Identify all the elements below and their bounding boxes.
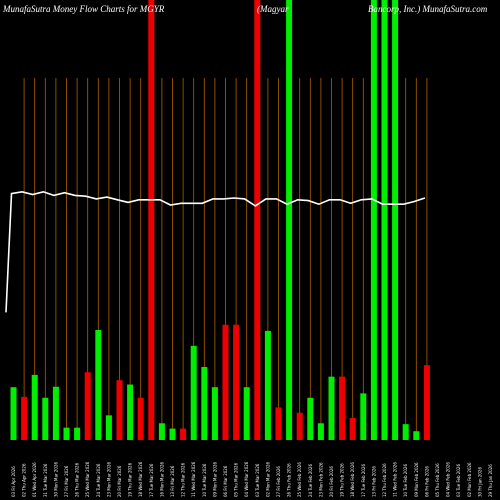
x-tick-label: 10 Tue Mar 2026 [202, 463, 207, 497]
x-tick-label: 24 Tue Feb 2026 [308, 464, 313, 497]
bar [10, 387, 17, 440]
bar [349, 418, 356, 440]
x-tick-label: 10 Tue Feb 2026 [403, 464, 408, 497]
bar [31, 374, 38, 440]
x-tick-label: 02 Thu Apr 2026 [22, 463, 27, 497]
x-tick-label: 11 Wed Mar 2026 [191, 461, 196, 497]
x-tick-label: 03 Fri Apr 2026 [11, 466, 16, 497]
bar [402, 424, 409, 440]
x-tick-label: 01 Wed Apr 2026 [32, 462, 37, 497]
bar [116, 380, 123, 440]
bar [95, 330, 102, 440]
bar [286, 0, 293, 440]
x-tick-label: 27 Fri Mar 2026 [64, 465, 69, 497]
x-tick-label: 13 Fri Feb 2026 [371, 466, 376, 497]
bar [339, 376, 346, 440]
x-tick-label: 31 Tue Mar 2026 [43, 463, 48, 497]
bar [42, 397, 49, 440]
chart-title-middle: (Magyar [257, 4, 289, 14]
bar [423, 365, 430, 440]
x-tick-label: 02 Mon Feb 2026 [467, 462, 472, 497]
bar [158, 423, 165, 440]
bar [105, 415, 112, 440]
bar [127, 384, 134, 440]
x-tick-label: 09 Mon Feb 2026 [414, 462, 419, 497]
x-tick-label: 20 Fri Feb 2026 [329, 466, 334, 497]
x-tick-label: 18 Wed Mar 2026 [138, 461, 143, 497]
bar [360, 393, 367, 440]
bar [264, 330, 271, 440]
bar [180, 428, 187, 440]
x-tick-label: 17 Tue Mar 2026 [149, 463, 154, 497]
bar [137, 397, 144, 440]
bar [201, 366, 208, 440]
x-tick-label: 16 Mon Mar 2026 [159, 461, 164, 497]
x-tick-label: 04 Wed Mar 2026 [244, 461, 249, 497]
bar [328, 376, 335, 440]
x-tick-label: 25 Wed Mar 2026 [85, 461, 90, 497]
bar [190, 345, 197, 440]
bar [275, 407, 282, 440]
bar [243, 387, 250, 440]
x-tick-label: 12 Thu Mar 2026 [181, 462, 186, 497]
x-tick-label: 17 Tue Feb 2026 [361, 464, 366, 497]
x-tick-label: 09 Mon Mar 2026 [212, 461, 217, 497]
x-tick-label: 06 Fri Mar 2026 [223, 465, 228, 497]
x-tick-label: 20 Fri Mar 2026 [117, 465, 122, 497]
bar [370, 0, 377, 440]
money-flow-line [5, 190, 426, 313]
x-tick-label: 05 Thu Mar 2026 [234, 462, 239, 497]
chart-title-right: Bancorp, Inc.) MunafaSutra.com [368, 4, 488, 14]
bar [84, 372, 91, 440]
bar [52, 386, 59, 440]
bars-group [10, 0, 430, 440]
bar [296, 412, 303, 440]
x-tick-label: 04 Wed Feb 2026 [446, 462, 451, 497]
bar [63, 427, 70, 440]
x-tick-label: 27 Fri Feb 2026 [276, 466, 281, 497]
x-tick-label: 19 Thu Mar 2026 [128, 462, 133, 497]
x-tick-label: 18 Wed Feb 2026 [350, 462, 355, 497]
x-tick-label: 25 Wed Feb 2026 [297, 462, 302, 497]
x-tick-labels: 03 Fri Apr 2026 02 Thu Apr 2026 01 Wed Apr… [11, 461, 493, 497]
x-tick-label: 29 Thu Jan 2026 [488, 464, 493, 497]
bar [222, 324, 229, 440]
x-tick-label: 23 Mon Feb 2026 [318, 462, 323, 497]
x-tick-label: 05 Thu Feb 2026 [435, 463, 440, 497]
x-tick-label: 26 Thu Feb 2026 [287, 463, 292, 497]
x-tick-label: 13 Fri Mar 2026 [170, 465, 175, 497]
bar [169, 428, 176, 440]
bar [21, 396, 28, 440]
bar [317, 423, 324, 440]
bar [392, 0, 399, 440]
x-tick-label: 12 Thu Feb 2026 [382, 463, 387, 497]
bar [74, 427, 81, 440]
bar [254, 0, 261, 440]
x-tick-label: 11 Wed Feb 2026 [393, 462, 398, 497]
x-tick-label: 06 Fri Feb 2026 [424, 466, 429, 497]
chart-title: MunafaSutra Money Flow Charts for MGYR (… [2, 4, 488, 14]
x-tick-label: 30 Fri Jan 2026 [477, 467, 482, 497]
bar [233, 324, 240, 440]
bar [148, 0, 155, 440]
x-tick-label: 19 Thu Feb 2026 [340, 463, 345, 497]
bar [307, 397, 314, 440]
x-tick-label: 24 Tue Mar 2026 [96, 463, 101, 497]
x-tick-label: 26 Thu Mar 2026 [75, 462, 80, 497]
x-tick-label: 03 Tue Feb 2026 [456, 464, 461, 497]
bar [413, 431, 420, 440]
x-tick-label: 03 Tue Mar 2026 [255, 463, 260, 497]
x-tick-label: 23 Mon Mar 2026 [106, 461, 111, 497]
chart-title-left: MunafaSutra Money Flow Charts for MGYR [2, 4, 165, 14]
flow-line-group [5, 190, 426, 313]
x-tick-label: 30 Mon Mar 2026 [53, 461, 58, 497]
bar [211, 387, 218, 440]
bar [381, 0, 388, 440]
x-tick-label: 02 Mon Mar 2026 [265, 461, 270, 497]
